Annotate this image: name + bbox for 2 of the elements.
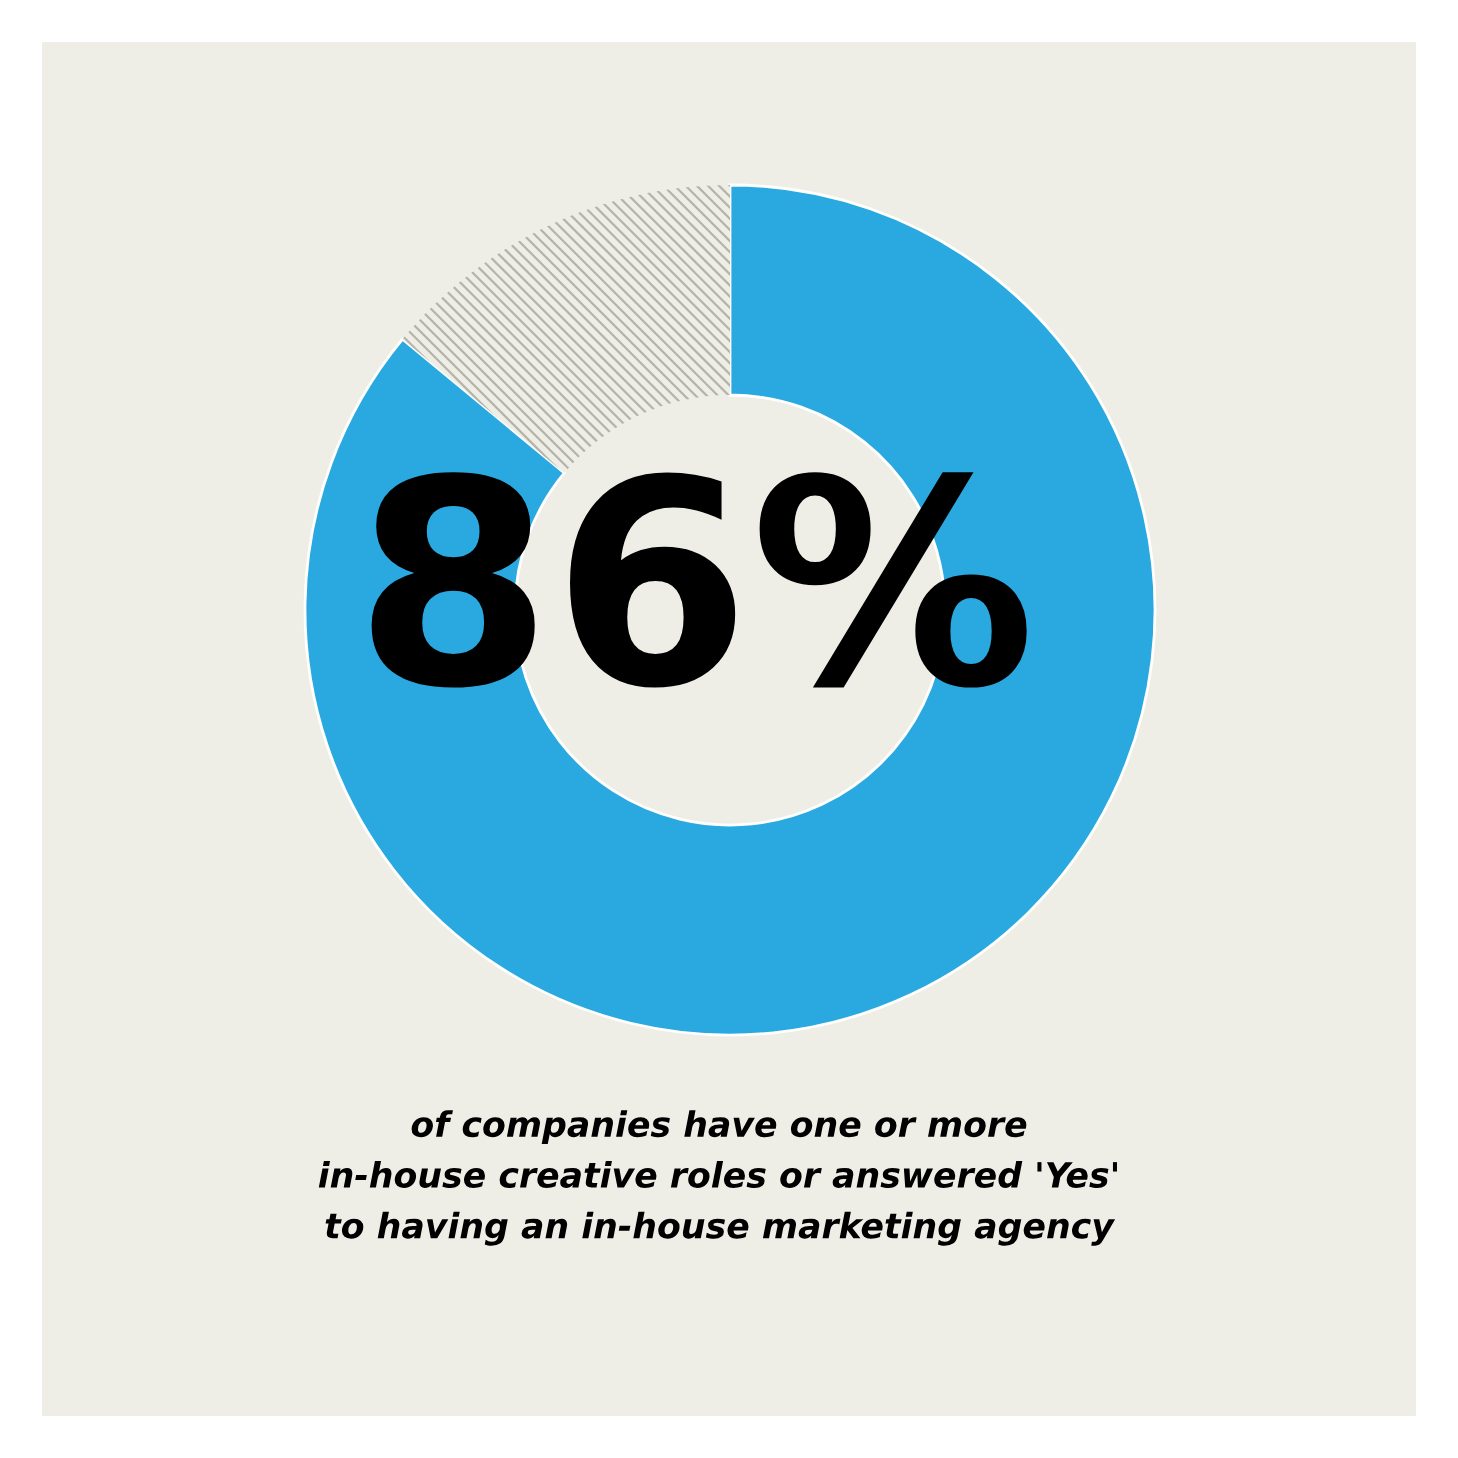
donut-slice: [402, 185, 730, 473]
text: of companies have one or more in-house creative roles or answered 'Yes' to having an in-house marketing agency: [318, 1110, 1117, 1246]
